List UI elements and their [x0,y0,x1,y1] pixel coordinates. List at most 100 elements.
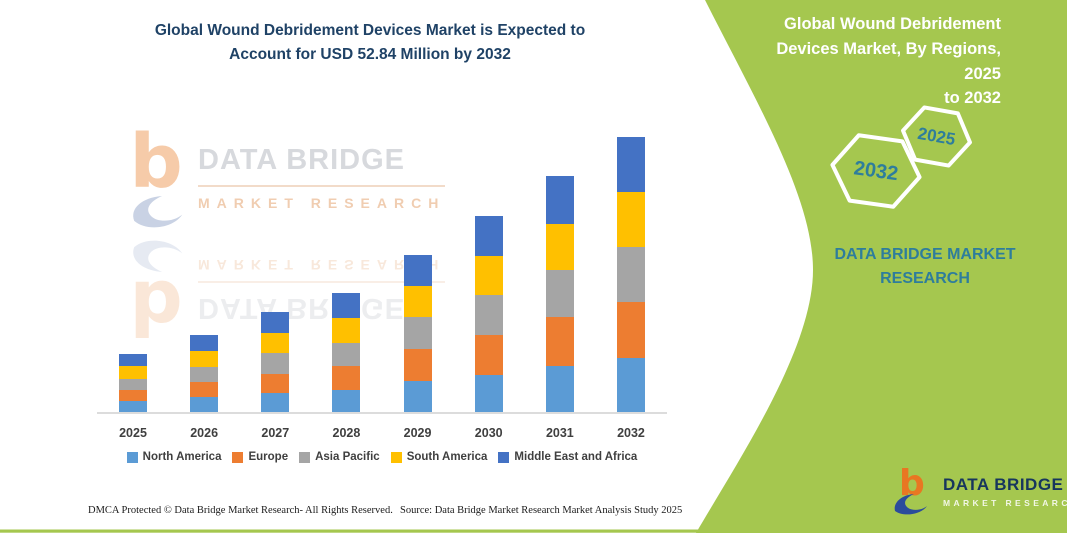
bar-segment-2029-middle-east-and-africa [403,254,432,286]
bar-segment-2025-europe [119,389,147,401]
bar-2027 [261,312,290,412]
bar-segment-2026-middle-east-and-africa [190,334,219,351]
x-label-text: 2031 [545,426,574,440]
bar-segment-2028-asia-pacific [332,342,361,367]
footer-source: Source: Data Bridge Market Research Mark… [400,505,683,516]
legend-item-north-america: North America [126,451,222,463]
bar-2028 [332,293,361,412]
legend-marker [232,451,244,463]
databridge-logo-icon: b [894,464,927,515]
year-hexagons: 2032 2025 [830,105,972,209]
legend-item-europe: Europe [232,451,288,463]
brand-line2: RESEARCH [880,270,970,287]
bottom-green-line [0,529,700,533]
svg-text:b: b [130,124,183,205]
watermark: b DATA BRIDGE MARKET RESEARCH b DATA BRI… [128,124,446,344]
legend-label: North America [142,451,222,463]
bar-segment-2027-europe [261,373,290,393]
bar-2026 [190,334,219,412]
legend-marker [299,451,311,463]
bar-segment-2028-middle-east-and-africa [332,293,361,318]
x-label-text: 2025 [119,426,147,440]
stacked-bar-chart: 2025 2026 2027 2028 2029 2030 2031 2032 North A… [97,128,667,463]
databridge-logo-icon: b [130,124,183,228]
brand-text: DATA BRIDGE MARKET RESEARCH [795,243,1055,291]
green-curve [696,0,1067,533]
plot-area [97,128,667,414]
bar-segment-2030-south-america [474,255,503,296]
watermark-title: DATA BRIDGE [198,144,446,187]
bar-segment-2031-south-america [545,223,574,270]
databridge-logo-text: DATA BRIDGE MARKET RESEARCH [943,475,1067,508]
legend-label: Middle East and Africa [514,451,638,463]
bar-segment-2029-europe [403,349,432,381]
x-label-2027: 2027 [261,426,289,440]
bar-segment-2031-middle-east-and-africa [545,175,574,224]
x-label-2026: 2026 [190,426,218,440]
bar-2031 [545,175,574,412]
chart-title-line1: Global Wound Debridement Devices Market … [154,22,586,39]
bar-segment-2027-asia-pacific [261,353,290,374]
bar-segment-2032-middle-east-and-africa [616,136,645,192]
svg-text:b: b [130,263,183,344]
bar-2030 [474,215,503,412]
hexagon-2025-label: 2025 [916,124,957,149]
x-label-2030: 2030 [475,426,503,440]
bar-segment-2032-south-america [616,191,645,248]
bar-segment-2032-asia-pacific [616,247,645,302]
bar-segment-2030-middle-east-and-africa [474,215,503,256]
panel-heading-line1: Global Wound Debridement [784,15,1001,33]
bar-segment-2031-north-america [545,366,574,412]
x-label-2025: 2025 [119,426,147,440]
x-label-2029: 2029 [404,426,432,440]
bar-segment-2029-asia-pacific [403,317,432,350]
databridge-logo-icon: b [130,240,183,344]
bar-2032 [616,136,645,412]
panel-heading: Global Wound Debridement Devices Market,… [745,12,1001,111]
bar-segment-2026-asia-pacific [190,367,219,382]
legend-label: Asia Pacific [315,451,380,463]
bar-segment-2026-europe [190,381,219,398]
watermark-main: b DATA BRIDGE MARKET RESEARCH [128,124,446,234]
x-axis-labels: 2025 2026 2027 2028 2029 2030 2031 2032 [97,426,667,440]
chart-title-line2: Account for USD 52.84 Million by 2032 [229,46,511,64]
bar-segment-2031-asia-pacific [545,269,574,318]
bar-segment-2025-south-america [119,366,147,379]
panel-heading-line2: Devices Market, By Regions, 2025 [776,39,1001,83]
legend-label: South America [406,451,488,463]
legend: North America Europe Asia Pacific South Ame… [97,451,667,463]
bar-segment-2032-north-america [616,358,645,412]
bar-segment-2025-middle-east-and-africa [119,354,147,367]
bar-segment-2027-south-america [261,332,290,354]
bar-segment-2030-north-america [474,374,503,412]
legend-label: Europe [248,451,289,463]
legend-item-middle-east-and-africa: Middle East and Africa [498,451,637,463]
bar-segment-2025-north-america [119,400,147,412]
legend-item-south-america: South America [390,451,488,463]
watermark-subtitle: MARKET RESEARCH [198,195,446,211]
watermark-text: DATA BRIDGE MARKET RESEARCH [198,124,446,211]
bar-2025 [119,354,147,412]
legend-item-asia-pacific: Asia Pacific [299,451,380,463]
hexagon-2032-label: 2032 [852,157,899,185]
bar-segment-2027-north-america [261,392,290,412]
chart-title: Global Wound Debridement Devices Market … [95,19,645,67]
bar-segment-2026-north-america [190,397,219,412]
bar-segment-2030-asia-pacific [474,295,503,335]
bar-segment-2030-europe [474,334,503,375]
bar-2029 [403,254,432,412]
bar-segment-2025-asia-pacific [119,378,147,390]
bar-segment-2028-north-america [332,389,361,412]
bar-segment-2029-north-america [403,380,432,412]
logo-subtitle: MARKET RESEARCH [943,497,1067,508]
panel-heading-line3: to 2032 [944,89,1001,108]
bar-segment-2028-europe [332,366,361,390]
databridge-logo: b DATA BRIDGE MARKET RESEARCH [893,464,1067,518]
bar-segment-2031-europe [545,317,574,367]
logo-name: DATA BRIDGE [943,474,1064,494]
x-label-2028: 2028 [332,426,361,440]
x-label-text: 2026 [190,426,219,440]
x-label-2031: 2031 [546,426,574,440]
